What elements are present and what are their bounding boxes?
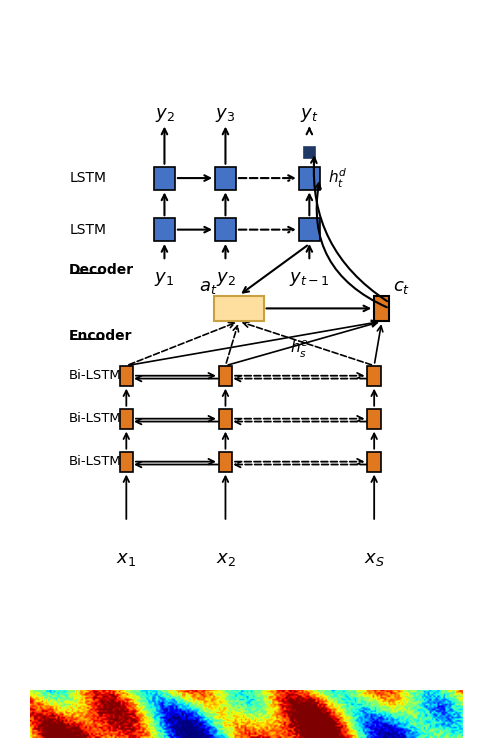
FancyBboxPatch shape (120, 408, 133, 429)
Text: LSTM: LSTM (69, 171, 106, 185)
FancyBboxPatch shape (299, 167, 320, 190)
FancyBboxPatch shape (299, 218, 320, 241)
Text: $h_t^d$: $h_t^d$ (329, 167, 348, 190)
FancyBboxPatch shape (219, 366, 232, 385)
FancyBboxPatch shape (219, 408, 232, 429)
FancyBboxPatch shape (304, 147, 314, 158)
FancyBboxPatch shape (374, 295, 390, 321)
FancyBboxPatch shape (368, 452, 381, 472)
FancyBboxPatch shape (154, 218, 175, 241)
Text: LSTM: LSTM (69, 222, 106, 237)
FancyBboxPatch shape (368, 366, 381, 385)
Text: Bi-LSTM: Bi-LSTM (69, 412, 122, 425)
Text: $y_2$: $y_2$ (154, 106, 174, 124)
FancyBboxPatch shape (154, 167, 175, 190)
Text: $c_t$: $c_t$ (393, 278, 410, 296)
Text: $y_t$: $y_t$ (300, 106, 318, 124)
Text: $x_S$: $x_S$ (364, 551, 385, 568)
Text: Bi-LSTM: Bi-LSTM (69, 455, 122, 468)
Text: $h_s^e$: $h_s^e$ (290, 339, 309, 361)
FancyBboxPatch shape (219, 452, 232, 472)
FancyBboxPatch shape (120, 452, 133, 472)
Text: $y_1$: $y_1$ (154, 270, 175, 288)
Text: $y_2$: $y_2$ (215, 270, 235, 288)
FancyBboxPatch shape (368, 408, 381, 429)
FancyBboxPatch shape (120, 366, 133, 385)
Text: $y_{t-1}$: $y_{t-1}$ (289, 270, 330, 288)
Text: $a_t$: $a_t$ (199, 278, 218, 296)
FancyBboxPatch shape (215, 218, 236, 241)
FancyBboxPatch shape (214, 295, 264, 321)
Text: Decoder: Decoder (69, 263, 134, 277)
Text: Bi-LSTM: Bi-LSTM (69, 369, 122, 382)
FancyBboxPatch shape (215, 167, 236, 190)
Text: Encoder: Encoder (69, 329, 133, 343)
Text: $x_1$: $x_1$ (116, 551, 136, 568)
Text: $x_2$: $x_2$ (215, 551, 235, 568)
Text: $y_3$: $y_3$ (215, 106, 236, 124)
